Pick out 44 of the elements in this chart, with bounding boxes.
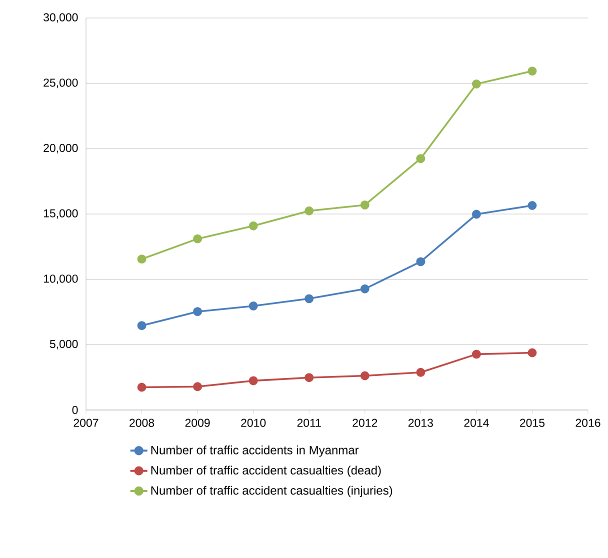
point: [416, 257, 426, 266]
x-tick-label: 2011: [297, 418, 321, 427]
x-tick-label: 2007: [74, 418, 98, 427]
x-tick-label: 2012: [352, 418, 378, 427]
y-tick-label: 30,000: [44, 13, 78, 23]
legend-label: Number of traffic accidents in Myanmar: [151, 446, 359, 457]
y-tick-label: 20,000: [44, 144, 78, 154]
y-tick-label: 0: [72, 406, 78, 414]
y-tick-label: 5,000: [50, 340, 78, 350]
legend-label: Number of traffic accident casualties (injuries): [151, 486, 392, 498]
point: [137, 321, 146, 330]
x-tick-label: 2015: [520, 418, 545, 427]
point: [472, 210, 481, 219]
point: [193, 307, 202, 316]
point: [472, 80, 481, 88]
x-tick-label: 2016: [576, 418, 600, 427]
x-tick-label: 2014: [464, 418, 489, 427]
point: [137, 382, 146, 392]
point: [528, 201, 537, 210]
point: [360, 284, 370, 294]
x-tick-label: 2008: [130, 418, 154, 427]
point: [472, 350, 481, 359]
point: [304, 373, 314, 382]
y-tick-label: 10,000: [44, 274, 78, 284]
x-tick-label: 2010: [241, 418, 266, 427]
point: [528, 348, 537, 358]
point: [304, 294, 314, 304]
legend-label: Number of traffic accident casualties (dead): [151, 466, 381, 477]
y-tick-label: 25,000: [44, 78, 78, 88]
point: [360, 371, 370, 380]
y-tick-label: 15,000: [44, 209, 78, 219]
point: [248, 376, 258, 386]
x-tick-label: 2009: [185, 418, 210, 427]
point: [304, 206, 314, 216]
point: [416, 154, 426, 164]
point: [193, 382, 202, 392]
point: [528, 66, 537, 76]
point: [416, 368, 426, 377]
point: [137, 254, 146, 264]
point: [360, 200, 370, 210]
x-tick-label: 2013: [408, 418, 433, 427]
point: [193, 234, 202, 244]
point: [248, 302, 258, 310]
point: [248, 221, 258, 230]
